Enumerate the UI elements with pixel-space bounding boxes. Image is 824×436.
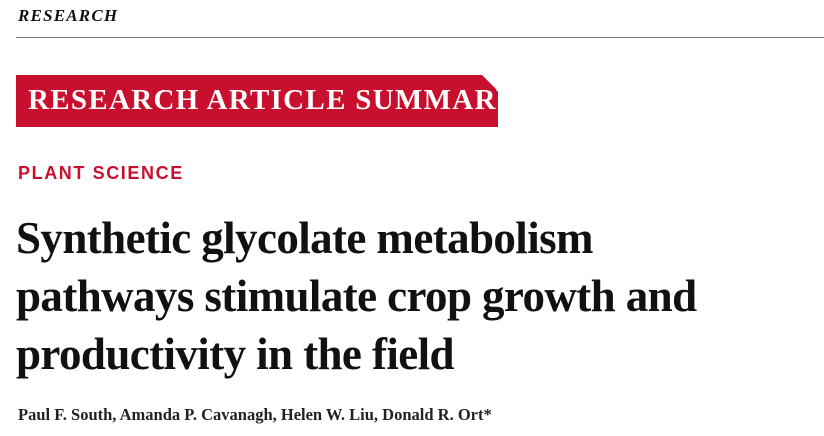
section-label: RESEARCH [18, 6, 119, 25]
article-type-banner: RESEARCH ARTICLE SUMMARY [16, 75, 498, 127]
author-list: Paul F. South, Amanda P. Cavanagh, Helen… [18, 405, 492, 424]
article-title-line: productivity in the field [16, 329, 455, 379]
article-title: Synthetic glycolate metabolism pathways … [16, 209, 821, 383]
article-type-label: RESEARCH ARTICLE SUMMARY [28, 84, 518, 116]
article-title-line: Synthetic glycolate metabolism [16, 213, 594, 263]
subject-category: PLANT SCIENCE [18, 163, 184, 183]
article-title-line: pathways stimulate crop growth and [16, 271, 697, 321]
header-divider [16, 37, 824, 38]
